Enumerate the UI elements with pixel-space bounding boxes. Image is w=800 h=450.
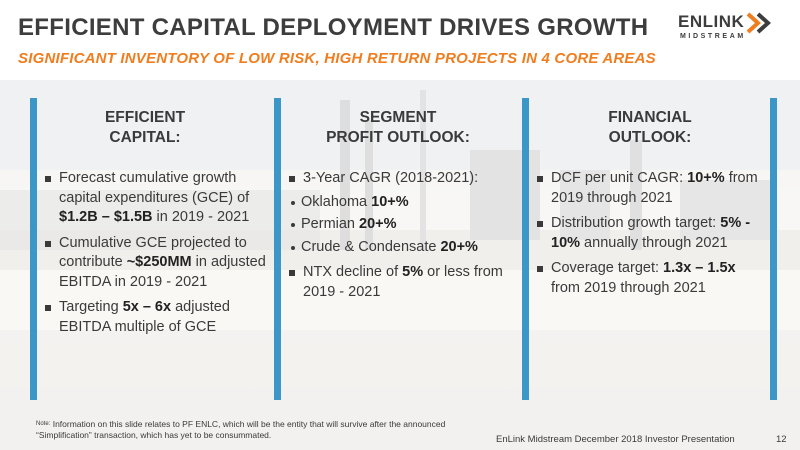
slide-header: EFFICIENT CAPITAL DEPLOYMENT DRIVES GROW… [0,0,800,80]
page-number: 12 [776,434,787,445]
list-item: NTX decline of 5% or less from 2019 - 20… [288,263,518,302]
financial-outlook-heading: FINANCIAL OUTLOOK: [608,109,692,146]
column-divider-3 [522,98,529,400]
list-item: Cumulative GCE projected to contribute ~… [44,234,270,293]
background-overlay [0,80,800,450]
sub-list-item: Oklahoma 10+% [288,193,518,213]
segment-profit-heading: SEGMENT PROFIT OUTLOOK: [326,109,470,146]
slide-title: EFFICIENT CAPITAL DEPLOYMENT DRIVES GROW… [18,14,649,41]
sub-list-item: Permian 20+% [288,215,518,235]
column-divider-1 [30,98,37,400]
list-item: DCF per unit CAGR: 10+% from 2019 throug… [536,169,766,208]
logo-text: ENLINK [678,12,745,31]
efficient-capital-heading: EFFICIENT CAPITAL: [104,109,186,146]
list-item: Coverage target: 1.3x – 1.5x from 2019 t… [536,259,766,298]
financial-outlook-list: DCF per unit CAGR: 10+% from 2019 throug… [536,169,766,304]
slide-subtitle: SIGNIFICANT INVENTORY OF LOW RISK, HIGH … [18,50,656,67]
logo-subtext: MIDSTREAM [680,33,746,40]
enlink-logo: ENLINK MIDSTREAM [678,12,774,50]
list-item: 3-Year CAGR (2018-2021): [288,169,518,189]
list-item: Distribution growth target: 5% - 10% ann… [536,214,766,253]
column-divider-2 [274,98,281,400]
sub-list-item: Crude & Condensate 20+% [288,238,518,258]
list-item: Targeting 5x – 6x adjusted EBITDA multip… [44,298,270,337]
footnote-text: Information on this slide relates to PF … [36,419,446,440]
column-divider-4 [770,98,777,400]
logo-chevron-icon [746,12,771,34]
footnote: Note: Information on this slide relates … [36,419,456,441]
list-item: Forecast cumulative growth capital expen… [44,169,270,228]
footer-text: EnLink Midstream December 2018 Investor … [496,434,735,445]
segment-profit-list: 3-Year CAGR (2018-2021): Oklahoma 10+% P… [288,169,518,308]
efficient-capital-list: Forecast cumulative growth capital expen… [44,169,270,343]
footnote-tag: Note: [36,421,51,427]
